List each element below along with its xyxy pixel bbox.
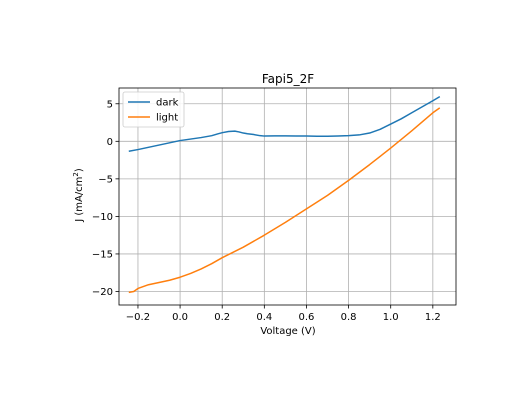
- y-axis-label-superscript: 2: [72, 172, 80, 176]
- chart-title: Fapi5_2F: [262, 72, 314, 86]
- x-tick-label: 0.2: [214, 312, 230, 323]
- series-line-light: [128, 107, 441, 294]
- x-tick-label: 0.8: [341, 312, 357, 323]
- series-layer: [128, 95, 441, 294]
- plot-frame: [118, 87, 457, 306]
- y-tick-label: −10: [92, 212, 113, 223]
- y-axis-label-close: ): [74, 168, 85, 172]
- x-tick-label: 0.6: [299, 312, 315, 323]
- x-tick-label: 1.0: [383, 312, 399, 323]
- series-line-dark: [128, 95, 441, 152]
- y-tick-label: −15: [92, 249, 113, 260]
- legend: dark light: [122, 91, 185, 128]
- y-tick-label: −5: [98, 174, 113, 185]
- x-tick-label: 1.2: [425, 312, 441, 323]
- legend-label-dark: dark: [156, 98, 179, 109]
- y-tick-label: 0: [107, 137, 113, 148]
- y-tick-label: −20: [92, 287, 113, 298]
- legend-label-light: light: [156, 113, 178, 124]
- y-axis-label-main: J (mA/cm: [74, 177, 85, 223]
- tick-layer: −0.2 0.0 0.2 0.4 0.6 0.8 1.0 1.2 −20 −15 −10 −5 0 5: [92, 99, 441, 323]
- x-axis-label: Voltage (V): [260, 326, 315, 337]
- legend-box: [122, 91, 185, 128]
- y-tick-label: 5: [107, 99, 113, 110]
- x-tick-label: −0.2: [126, 312, 150, 323]
- x-tick-label: 0.4: [256, 312, 272, 323]
- grid-layer: [119, 88, 456, 305]
- y-axis-label: J (mA/cm2): [72, 168, 85, 223]
- x-tick-label: 0.0: [172, 312, 188, 323]
